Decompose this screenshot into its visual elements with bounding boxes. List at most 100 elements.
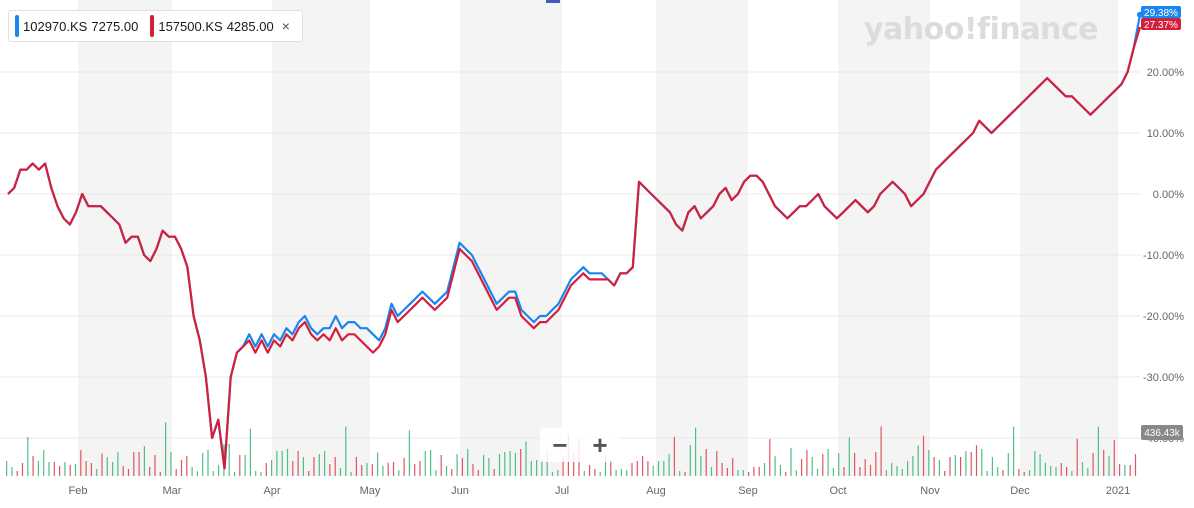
x-tick-label: Mar (163, 485, 182, 497)
volume-bar (944, 471, 946, 476)
volume-bar (827, 449, 829, 476)
range-handle[interactable] (546, 0, 560, 3)
volume-bar (626, 470, 628, 476)
volume-bar (716, 451, 718, 476)
y-tick-label: 20.00% (1147, 67, 1185, 79)
volume-badge-label: 436.43k (1144, 428, 1181, 439)
x-tick-label: Nov (920, 485, 940, 497)
volume-bar (286, 449, 289, 476)
volume-bar (143, 446, 145, 476)
volume-bar (218, 465, 220, 476)
zoom-in-button[interactable]: + (592, 430, 608, 460)
volume-bar (785, 472, 787, 476)
volume-bar (636, 461, 638, 476)
month-band (656, 0, 748, 476)
volume-bar (233, 472, 236, 476)
volume-bar (1129, 465, 1131, 476)
y-tick-label: 0.00% (1153, 189, 1184, 201)
volume-bar (366, 463, 368, 476)
volume-bar (753, 467, 755, 476)
volume-bar (477, 470, 479, 476)
x-tick-label: Jul (555, 485, 569, 497)
volume-bar (689, 445, 691, 476)
volume-bar (212, 471, 214, 476)
volume-bar (864, 459, 866, 476)
volume-bar (1092, 453, 1094, 476)
volume-bar (467, 449, 469, 476)
volume-bar (710, 467, 713, 476)
volume-bar (610, 460, 612, 476)
volume-bar (721, 463, 723, 476)
volume-bar (1018, 469, 1020, 476)
legend-price: 4285.00 (226, 18, 274, 34)
x-tick-label: Dec (1010, 485, 1030, 497)
volume-bar (816, 469, 819, 476)
chart-legend: 102970.KS 7275.00 157500.KS 4285.00 × (8, 10, 303, 42)
volume-bar (811, 457, 813, 476)
legend-swatch-102970 (15, 15, 19, 37)
volume-bar (112, 462, 114, 476)
volume-bar (705, 449, 707, 476)
volume-bar (472, 464, 474, 476)
volume-bar (869, 465, 872, 476)
volume-bar (59, 466, 61, 476)
volume-bar (1087, 468, 1089, 476)
volume-bar (265, 463, 267, 476)
volume-bar (334, 457, 336, 476)
x-tick-label: Jun (451, 485, 469, 497)
volume-bar (620, 469, 622, 476)
volume-bar (1023, 472, 1025, 476)
volume-bar (414, 464, 416, 476)
volume-bar (387, 462, 389, 476)
volume-bar (74, 464, 77, 476)
volume-bar (138, 452, 140, 476)
volume-bar (854, 453, 856, 476)
volume-bar (679, 471, 681, 476)
volume-bar (27, 437, 29, 476)
volume-bar (843, 467, 845, 476)
x-tick-label: Aug (646, 485, 666, 497)
volume-bar (657, 461, 660, 476)
volume-bar (239, 455, 241, 476)
volume-bar (647, 461, 649, 476)
volume-bar (504, 452, 506, 476)
volume-bar (382, 466, 384, 476)
volume-bar (1103, 450, 1105, 476)
volume-bar (922, 435, 925, 476)
volume-bar (758, 467, 760, 476)
volume-bar (801, 459, 803, 476)
volume-bar (991, 457, 993, 476)
legend-item-102970[interactable]: 102970.KS 7275.00 (9, 11, 144, 41)
volume-bar (228, 443, 230, 476)
x-tick-label: Oct (829, 485, 846, 497)
volume-bar (954, 455, 956, 476)
volume-bar (329, 464, 331, 476)
volume-bar (318, 454, 320, 476)
volume-bar (170, 452, 172, 476)
volume-bar (133, 452, 135, 476)
volume-bar (435, 470, 437, 476)
volume-bar (324, 451, 326, 476)
volume-bar (302, 457, 304, 476)
month-band (1020, 0, 1118, 476)
volume-bar (573, 452, 575, 476)
volume-bar (96, 469, 98, 476)
volume-bar (90, 463, 92, 476)
volume-bar (493, 469, 495, 476)
volume-bar (589, 465, 591, 476)
volume-bar (408, 430, 410, 476)
volume-bar (149, 467, 151, 476)
volume-bar (191, 467, 193, 476)
legend-item-157500[interactable]: 157500.KS 4285.00 × (144, 11, 296, 41)
zoom-out-button[interactable]: − (552, 430, 568, 460)
volume-bar (631, 463, 633, 476)
legend-symbol: 157500.KS (158, 18, 223, 34)
volume-bar (960, 457, 962, 476)
close-icon[interactable]: × (281, 18, 290, 34)
volume-bar (1113, 440, 1115, 476)
volume-bar (520, 449, 522, 476)
series-line-157500-KS (7, 26, 1142, 470)
volume-bar (790, 447, 792, 476)
